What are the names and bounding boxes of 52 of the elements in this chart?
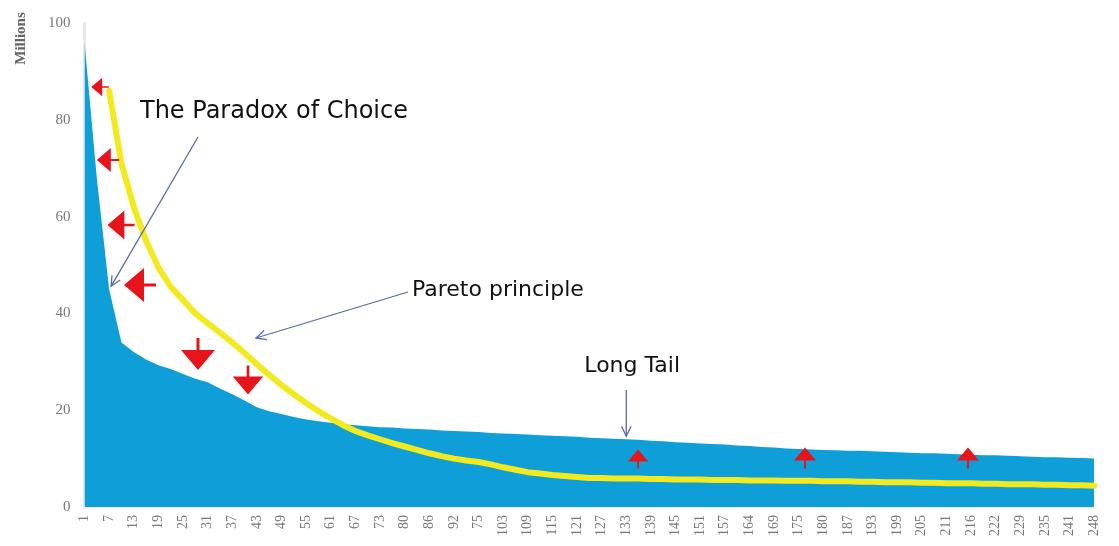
- annotation: The Paradox of Choice: [140, 96, 408, 124]
- y-tick-label: 60: [55, 207, 71, 224]
- x-tick-label: 86: [420, 515, 436, 529]
- y-tick-label: 40: [55, 304, 71, 321]
- x-tick-label: 67: [347, 515, 363, 529]
- x-tick-label: 211: [938, 515, 954, 536]
- y-tick-label: 80: [55, 110, 71, 127]
- annotation: Long Tail: [584, 352, 681, 377]
- x-tick-label: 235: [1036, 515, 1052, 536]
- x-tick-label: 133: [617, 515, 633, 536]
- annotation: Pareto principle: [412, 276, 584, 301]
- x-tick-label: 222: [987, 515, 1003, 536]
- x-tick-label: 241: [1061, 515, 1077, 536]
- y-axis-title: Millions: [11, 12, 29, 65]
- x-tick-label: 75: [470, 515, 486, 529]
- x-tick-label: 49: [273, 515, 289, 529]
- x-tick-label: 92: [445, 515, 461, 529]
- x-tick-label: 164: [741, 515, 757, 536]
- x-tick-label: 216: [962, 515, 978, 536]
- x-tick-label: 145: [667, 515, 683, 536]
- x-tick-label: 121: [568, 515, 584, 536]
- x-tick-label: 80: [396, 515, 412, 529]
- x-tick-label: 193: [864, 515, 880, 536]
- x-tick-label: 139: [642, 515, 658, 536]
- x-tick-label: 180: [814, 515, 830, 536]
- x-tick-label: 55: [297, 515, 313, 529]
- x-tick-label: 229: [1011, 515, 1027, 536]
- x-tick-label: 25: [174, 515, 190, 529]
- x-tick-label: 175: [790, 515, 806, 536]
- x-tick-label: 187: [839, 515, 855, 536]
- x-tick-label: 61: [322, 515, 338, 529]
- x-tick-label: 157: [716, 515, 732, 536]
- x-tick-label: 43: [248, 515, 264, 529]
- x-tick-label: 31: [199, 515, 215, 529]
- x-tick-label: 1: [76, 515, 92, 522]
- x-tick-label: 73: [371, 515, 387, 529]
- y-tick-label: 0: [63, 497, 71, 514]
- x-tick-label: 103: [494, 515, 510, 536]
- x-tick-label: 37: [223, 515, 239, 529]
- x-tick-label: 109: [519, 515, 535, 536]
- x-tick-label: 205: [913, 515, 929, 536]
- x-tick-label: 199: [888, 515, 904, 536]
- y-tick-label: 20: [55, 401, 71, 418]
- x-tick-label: 115: [544, 515, 560, 536]
- x-tick-label: 127: [593, 515, 609, 536]
- x-tick-label: 151: [691, 515, 707, 536]
- x-tick-label: 7: [100, 515, 116, 522]
- y-tick-label: 100: [48, 13, 71, 30]
- x-tick-label: 248: [1085, 515, 1101, 536]
- x-tick-label: 13: [125, 515, 141, 529]
- x-tick-label: 169: [765, 515, 781, 536]
- x-tick-label: 19: [150, 515, 166, 529]
